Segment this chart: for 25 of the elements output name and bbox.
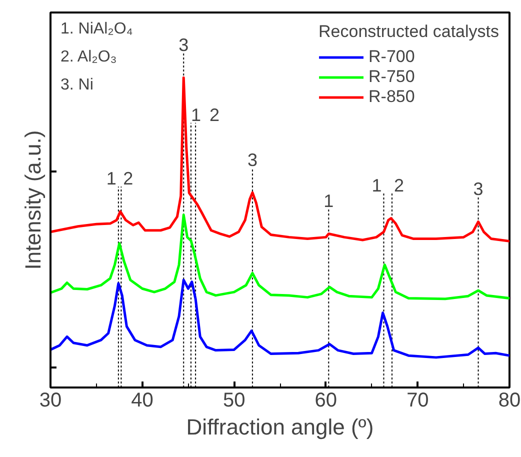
- y-axis-title: Intensity (a.u.): [20, 130, 46, 270]
- legend-label: R-850: [368, 87, 415, 107]
- x-tick-label: 70: [406, 390, 429, 412]
- annotation: 3: [473, 178, 484, 199]
- annotation: 1: [190, 104, 201, 125]
- annotation: 2: [210, 104, 220, 125]
- text: 3: [178, 34, 189, 55]
- annotation: 2: [123, 168, 134, 189]
- x-tick-label: 80: [498, 390, 521, 412]
- legend-label: R-750: [368, 67, 415, 87]
- annotation: 1: [106, 168, 116, 189]
- x-tick-label: 50: [222, 390, 246, 412]
- annotation: 1: [324, 190, 334, 211]
- x-axis-title: Diffraction angle (º): [186, 414, 374, 440]
- legend-title: Reconstructed catalysts: [318, 22, 499, 42]
- x-tick-label: 30: [39, 390, 62, 412]
- annotation: 3: [247, 150, 258, 170]
- annotation: 2: [394, 175, 404, 196]
- x-tick-label: 40: [131, 390, 154, 412]
- x-tick-label: 60: [314, 390, 338, 412]
- annotation: 1: [372, 175, 382, 196]
- annotation: 3. Ni: [60, 76, 94, 94]
- text: 1. NiAl₂O₄: [60, 20, 133, 38]
- legend-label: R-700: [368, 47, 415, 67]
- text: 2. Al₂O₃: [60, 48, 117, 66]
